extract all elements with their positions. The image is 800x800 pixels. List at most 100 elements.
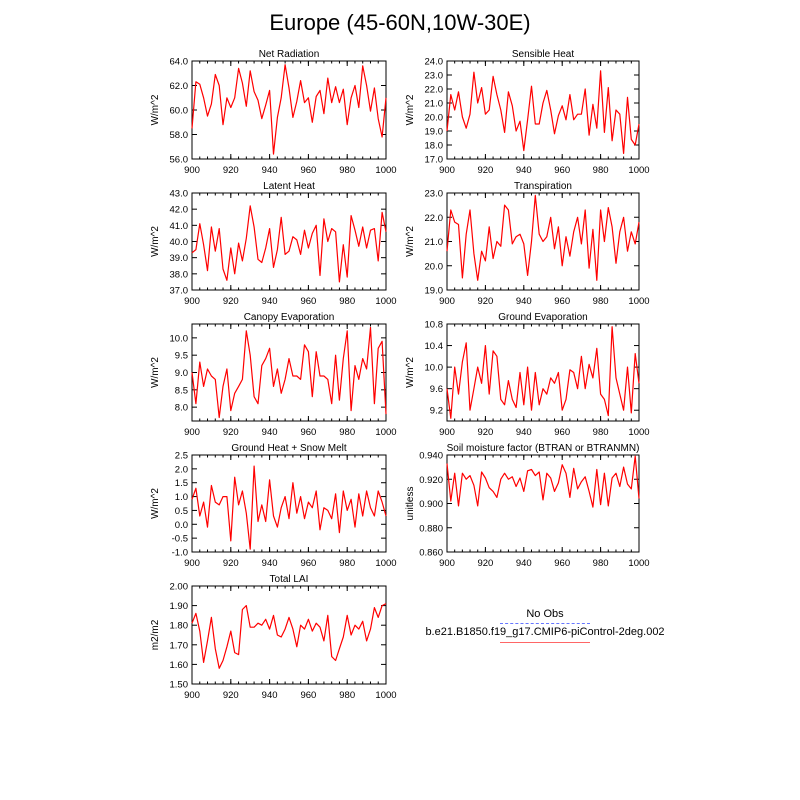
x-tick-label: 920 <box>477 165 493 176</box>
y-tick-label: 1.0 <box>175 492 188 503</box>
x-tick-label: 940 <box>516 558 532 569</box>
x-tick-label: 900 <box>184 427 200 438</box>
y-tick-label: 24.0 <box>425 57 444 68</box>
y-tick-label: 60.0 <box>170 106 189 117</box>
y-tick-label: 39.0 <box>170 253 189 264</box>
x-tick-label: 960 <box>300 690 316 701</box>
plot-frame <box>191 192 387 291</box>
x-tick-label: 980 <box>339 690 355 701</box>
y-tick-label: 19.0 <box>425 286 444 297</box>
x-tick-label: 900 <box>439 427 455 438</box>
y-tick-label: 2.00 <box>170 582 189 593</box>
y-tick-label: 37.0 <box>170 286 189 297</box>
x-tick-label: 980 <box>593 296 609 307</box>
x-tick-label: 900 <box>184 165 200 176</box>
x-tick-label: 980 <box>593 558 609 569</box>
main-title: Europe (45-60N,10W-30E) <box>269 10 531 35</box>
x-tick-label: 940 <box>516 296 532 307</box>
x-tick-label: 1000 <box>375 690 396 701</box>
y-tick-label: 62.0 <box>170 81 189 92</box>
legend-line-model <box>500 642 590 643</box>
panel-title: Sensible Heat <box>512 49 574 60</box>
y-tick-label: 8.5 <box>175 385 188 396</box>
y-tick-label: 19.0 <box>425 127 444 138</box>
x-tick-label: 1000 <box>628 296 649 307</box>
y-tick-label: 9.6 <box>430 384 443 395</box>
y-axis-label: W/m^2 <box>405 226 416 257</box>
x-tick-label: 980 <box>593 165 609 176</box>
x-tick-label: 900 <box>184 690 200 701</box>
x-tick-label: 900 <box>439 296 455 307</box>
y-tick-label: 10.0 <box>425 363 444 374</box>
y-tick-label: 8.0 <box>175 403 188 414</box>
x-tick-label: 960 <box>554 427 570 438</box>
x-tick-label: 980 <box>593 427 609 438</box>
x-tick-label: 920 <box>477 296 493 307</box>
x-tick-label: 900 <box>184 558 200 569</box>
x-tick-label: 1000 <box>628 165 649 176</box>
plot-frame <box>446 60 640 160</box>
x-tick-label: 960 <box>300 427 316 438</box>
y-tick-label: 0.920 <box>419 475 443 486</box>
y-tick-label: -1.0 <box>172 548 188 559</box>
x-tick-label: 900 <box>439 165 455 176</box>
x-tick-label: 1000 <box>375 558 396 569</box>
plot-frame <box>191 585 387 685</box>
legend-line-obs <box>500 623 590 624</box>
y-tick-label: 2.5 <box>175 451 188 462</box>
y-axis-label: W/m^2 <box>150 226 161 257</box>
x-tick-label: 1000 <box>628 427 649 438</box>
y-tick-label: 20.0 <box>425 261 444 272</box>
series-line <box>191 465 387 550</box>
y-axis-label: m2/m2 <box>150 619 161 650</box>
series-line <box>191 64 387 155</box>
x-tick-label: 960 <box>300 165 316 176</box>
y-tick-label: 38.0 <box>170 269 189 280</box>
x-tick-label: 920 <box>223 690 239 701</box>
x-tick-label: 940 <box>262 296 278 307</box>
y-tick-label: 1.60 <box>170 660 189 671</box>
y-axis-label: W/m^2 <box>150 94 161 125</box>
panel-title: Transpiration <box>514 181 572 192</box>
x-tick-label: 980 <box>339 165 355 176</box>
legend: No Obs b.e21.B1850.f19_g17.CMIP6-piContr… <box>420 608 670 643</box>
panel-title: Soil moisture factor (BTRAN or BTRANMN) <box>447 443 640 454</box>
plot-frame <box>446 454 640 553</box>
panel-title: Canopy Evaporation <box>244 312 335 323</box>
y-tick-label: 43.0 <box>170 189 189 200</box>
y-tick-label: 18.0 <box>425 141 444 152</box>
panel-title: Net Radiation <box>259 49 320 60</box>
x-tick-label: 960 <box>554 296 570 307</box>
y-tick-label: 0.940 <box>419 451 443 462</box>
y-tick-label: 40.0 <box>170 237 189 248</box>
y-tick-label: 42.0 <box>170 205 189 216</box>
y-tick-label: 58.0 <box>170 130 189 141</box>
x-tick-label: 1000 <box>628 558 649 569</box>
y-axis-label: W/m^2 <box>150 488 161 519</box>
y-tick-label: 17.0 <box>425 155 444 166</box>
panel-title: Total LAI <box>270 574 309 585</box>
y-tick-label: 21.0 <box>425 237 444 248</box>
panel-title: Ground Evaporation <box>498 312 588 323</box>
x-tick-label: 920 <box>477 427 493 438</box>
x-tick-label: 1000 <box>375 165 396 176</box>
y-tick-label: 1.50 <box>170 680 189 691</box>
y-tick-label: 0.880 <box>419 523 443 534</box>
y-axis-label: W/m^2 <box>405 357 416 388</box>
series-line <box>191 603 387 669</box>
y-tick-label: 1.90 <box>170 601 189 612</box>
x-tick-label: 920 <box>223 296 239 307</box>
y-tick-label: 9.0 <box>175 368 188 379</box>
y-tick-label: 20.0 <box>425 113 444 124</box>
x-tick-label: 900 <box>184 296 200 307</box>
x-tick-label: 900 <box>439 558 455 569</box>
y-axis-label: W/m^2 <box>405 94 416 125</box>
panel-title: Latent Heat <box>263 181 315 192</box>
y-tick-label: 23.0 <box>425 189 444 200</box>
x-tick-label: 980 <box>339 558 355 569</box>
series-line <box>191 326 387 419</box>
x-tick-label: 940 <box>262 427 278 438</box>
y-tick-label: 1.5 <box>175 478 188 489</box>
x-tick-label: 1000 <box>375 427 396 438</box>
